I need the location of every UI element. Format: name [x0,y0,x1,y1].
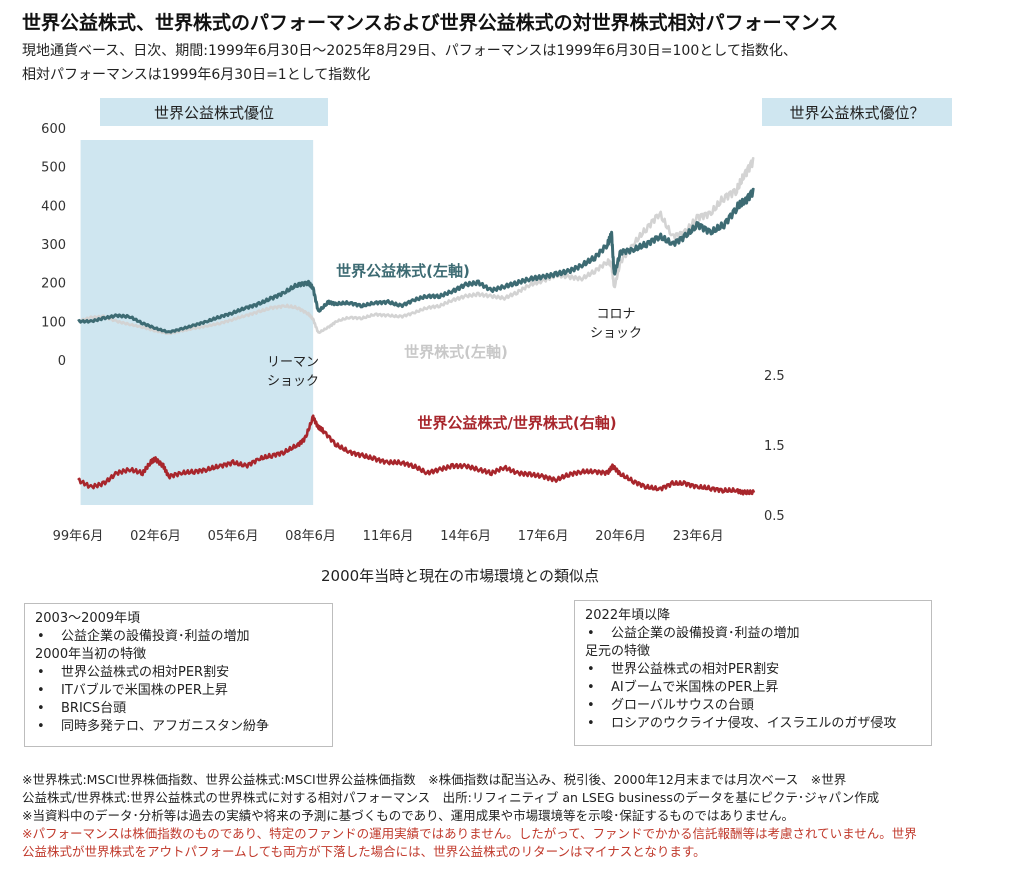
left-axis-tick-label: 0 [58,354,66,369]
x-axis-tick-label: 17年6月 [518,529,569,544]
section-title: 2000年当時と現在の市場環境との類似点 [320,567,600,585]
left-axis-tick-label: 300 [41,238,66,253]
right-axis-tick-label: 0.5 [764,509,785,524]
footnote-line: ※当資料中のデータ･分析等は過去の実績や将来の予測に基づくものであり、運用成果や… [22,808,794,823]
chart-title: 世界公益株式、世界株式のパフォーマンスおよび世界公益株式の対世界株式相対パフォー… [22,12,839,34]
bullet-item: • BRICS台頭 [37,701,127,716]
right-comparison-box: 2022年頃以降 • 公益企業の設備投資･利益の増加 足元の特徴 • 世界公益株式の相対P… [574,600,932,746]
x-axis-tick-label: 23年6月 [673,529,724,544]
left-axis-tick-label: 400 [41,199,66,214]
right-callout: 世界公益株式優位？ [789,104,924,122]
bullet-item: • 公益企業の設備投資･利益の増加 [37,629,250,644]
left-axis-tick-label: 100 [41,315,66,330]
performance-chart: 世界公益株式優位 世界公益株式優位？ 0 100 200 300 400 500 600 0.5 1… [41,98,952,544]
series-label: 世界株式(左軸) [404,343,508,361]
left-comparison-box: 2003～2009年頃 • 公益企業の設備投資･利益の増加 2000年当初の特徴 • 世界… [24,603,333,747]
bullet-item: • 同時多発テロ、アフガニスタン紛争 [37,719,270,734]
shaded-period-label-bg [100,98,328,126]
right-callout-bg [762,98,952,126]
left-box-content: 2003～2009年頃 • 公益企業の設備投資･利益の増加 2000年当初の特徴 • 世界… [35,610,322,736]
box-heading: 2003～2009年頃 [35,611,141,626]
chart-subtitle-line2: 相対パフォーマンスは1999年6月30日=1として指数化 [22,67,371,83]
bullet-item: • 世界公益株式の相対PER割安 [37,665,230,680]
x-axis-tick-label: 02年6月 [130,529,181,544]
left-axis-tick-label: 200 [41,277,66,292]
chart-subtitle-line1: 現地通貨ベース、日次、期間:1999年6月30日～2025年8月29日、パフォー… [22,43,797,59]
footnote-warning-line: 公益株式が世界株式をアウトパフォームしても両方が下落した場合には、世界公益株式の… [22,844,706,859]
series-line [77,157,755,336]
bullet-item: • グローバルサウスの台頭 [587,698,754,713]
annotation-label: コロナ [596,307,635,322]
bullet-item: • 世界公益株式の相対PER割安 [587,662,780,677]
left-axis-tick-label: 600 [41,122,66,137]
right-box-content: 2022年頃以降 • 公益企業の設備投資･利益の増加 足元の特徴 • 世界公益株式の相対P… [585,607,921,733]
footnote-line: 公益株式/世界株式:世界公益株式の世界株式に対する相対パフォーマンス 出所:リフ… [22,790,880,805]
x-axis-tick-label: 11年6月 [363,529,414,544]
x-axis-tick-label: 05年6月 [208,529,259,544]
annotation-label: リーマン [267,355,319,370]
series-label: 世界公益株式/世界株式(右軸) [417,414,616,432]
box-heading: 足元の特徴 [585,644,651,659]
footnotes: ※世界株式:MSCI世界株価指数、世界公益株式:MSCI世界公益株価指数 ※株価… [22,771,987,861]
bullet-item: • ロシアのウクライナ侵攻、イスラエルのガザ侵攻 [587,716,897,731]
x-axis-tick-label: 08年6月 [285,529,336,544]
right-axis-tick-label: 1.5 [764,439,785,454]
footnote-warning-line: ※パフォーマンスは株価指数のものであり、特定のファンドの運用実績ではありません。… [22,826,917,841]
x-axis-tick-label: 99年6月 [53,529,104,544]
annotation-label: ショック [267,374,319,389]
series-label: 世界公益株式(左軸) [336,262,470,280]
x-axis-tick-label: 14年6月 [440,529,491,544]
footnote-line: ※世界株式:MSCI世界株価指数、世界公益株式:MSCI世界公益株価指数 ※株価… [22,772,847,787]
series-line [77,187,755,334]
bullet-item: • ITバブルで米国株のPER上昇 [37,683,228,698]
series-line [77,414,756,496]
annotation-label: ショック [590,326,642,341]
x-axis-tick-label: 20年6月 [595,529,646,544]
bullet-item: • 公益企業の設備投資･利益の増加 [587,626,800,641]
box-heading: 2000年当初の特徴 [35,647,147,662]
bullet-item: • AIブームで米国株のPER上昇 [587,680,779,695]
shaded-period-label: 世界公益株式優位 [154,104,274,122]
box-heading: 2022年頃以降 [585,608,671,623]
left-axis-tick-label: 500 [41,161,66,176]
right-axis-tick-label: 2.5 [764,369,785,384]
